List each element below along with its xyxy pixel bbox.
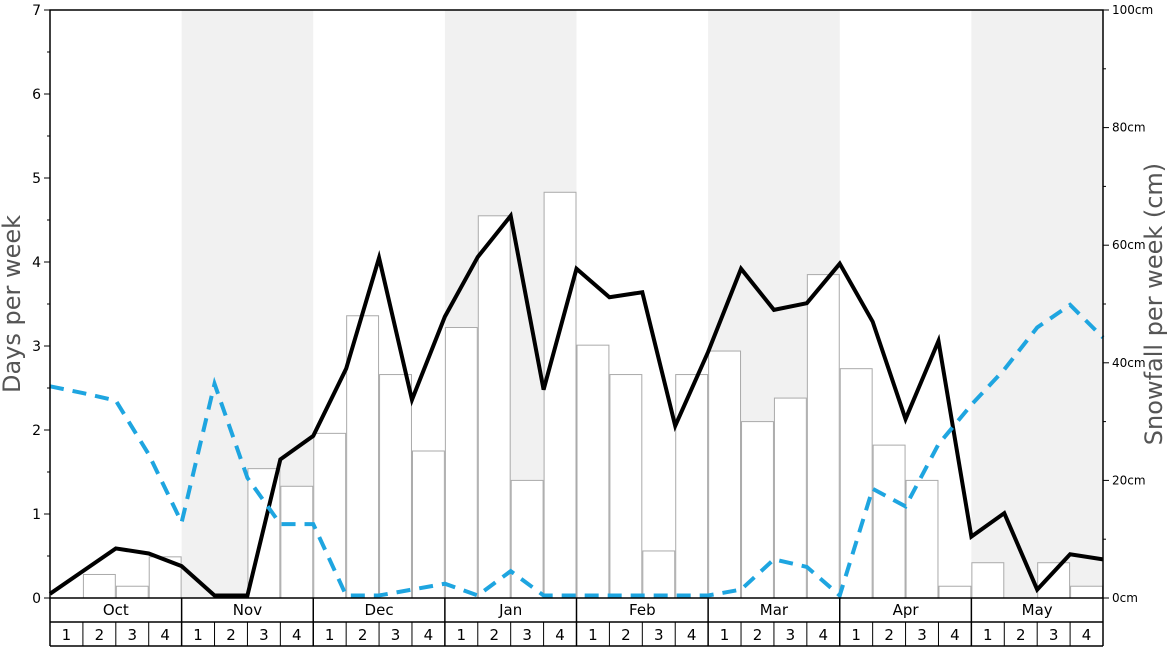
week-label: 2 [1016,626,1026,644]
week-label: 1 [325,626,335,644]
right-axis-title: Snowfall per week (cm) [1140,163,1168,445]
snowfall-bar [609,374,643,599]
week-label: 1 [193,626,203,644]
snowfall-bar [741,421,774,599]
left-tick-label: 6 [32,87,41,103]
week-label: 2 [753,626,763,644]
left-tick-label: 5 [32,171,41,187]
snowfall-bar [444,327,478,599]
snowfall-bar [115,585,149,599]
right-tick-label: 0cm [1112,591,1138,605]
week-label: 2 [95,626,105,644]
snowfall-bar [971,562,1005,599]
week-label: 1 [457,626,467,644]
snowfall-bar [313,432,347,599]
snowfall-bar [280,485,314,599]
snowfall-bar [510,479,544,599]
month-label-apr: Apr [893,601,920,619]
month-label-oct: Oct [103,601,129,619]
week-label: 2 [358,626,368,644]
snowfall-bar [872,444,906,599]
week-label: 2 [621,626,631,644]
week-label: 4 [1082,626,1092,644]
snowfall-bar [806,274,840,599]
snowfall-bar [708,350,742,599]
month-label-may: May [1022,601,1053,619]
week-label: 4 [555,626,565,644]
left-axis-title: Days per week [0,215,26,393]
month-label-jan: Jan [498,601,522,619]
week-label: 3 [522,626,532,644]
snowfall-bar [675,374,709,599]
snowfall-bar [379,374,412,599]
week-label: 1 [983,626,993,644]
right-tick-label: 40cm [1112,356,1146,370]
week-label: 3 [391,626,401,644]
week-label: 3 [917,626,927,644]
week-label: 2 [489,626,499,644]
right-tick-label: 60cm [1112,238,1146,252]
series-line-dashed [49,302,1105,600]
week-label: 3 [1049,626,1059,644]
week-label: 4 [687,626,697,644]
snowfall-bar [346,315,380,599]
month-shade-may [971,10,1103,598]
week-label: 4 [950,626,960,644]
month-label-feb: Feb [629,601,656,619]
month-label-mar: Mar [760,601,789,619]
right-tick-label: 100cm [1112,3,1153,17]
left-tick-label: 3 [32,339,41,355]
snowfall-bar [82,573,116,599]
right-tick-label: 80cm [1112,121,1146,135]
series-line-solid [48,211,1104,598]
snowfall-bar [839,368,873,599]
snowfall-bar [773,397,807,599]
week-label: 4 [819,626,829,644]
week-label: 4 [424,626,434,644]
snowfall-bar [642,550,676,599]
left-tick-label: 2 [32,423,41,439]
snowfall-bar [477,215,511,599]
month-label-dec: Dec [365,601,394,619]
snowfall-bar [576,344,610,599]
week-label: 3 [654,626,664,644]
snowfall-bar [1037,562,1071,599]
week-label: 2 [226,626,236,644]
week-label: 3 [127,626,137,644]
left-tick-label: 7 [32,3,41,19]
snowfall-bar [938,585,972,599]
week-label: 1 [62,626,72,644]
right-tick-label: 20cm [1112,473,1146,487]
left-tick-label: 0 [32,591,41,607]
left-tick-label: 1 [32,507,41,523]
week-label: 1 [720,626,730,644]
snowfall-bar [1070,585,1103,599]
month-label-nov: Nov [233,601,262,619]
left-tick-label: 4 [32,255,41,271]
snowfall-bar [411,450,445,599]
week-label: 3 [259,626,269,644]
week-label: 1 [851,626,861,644]
week-label: 3 [786,626,796,644]
snowfall-bar [543,191,577,599]
week-label: 4 [160,626,170,644]
week-label: 1 [588,626,598,644]
week-label: 4 [292,626,302,644]
week-label: 2 [884,626,894,644]
